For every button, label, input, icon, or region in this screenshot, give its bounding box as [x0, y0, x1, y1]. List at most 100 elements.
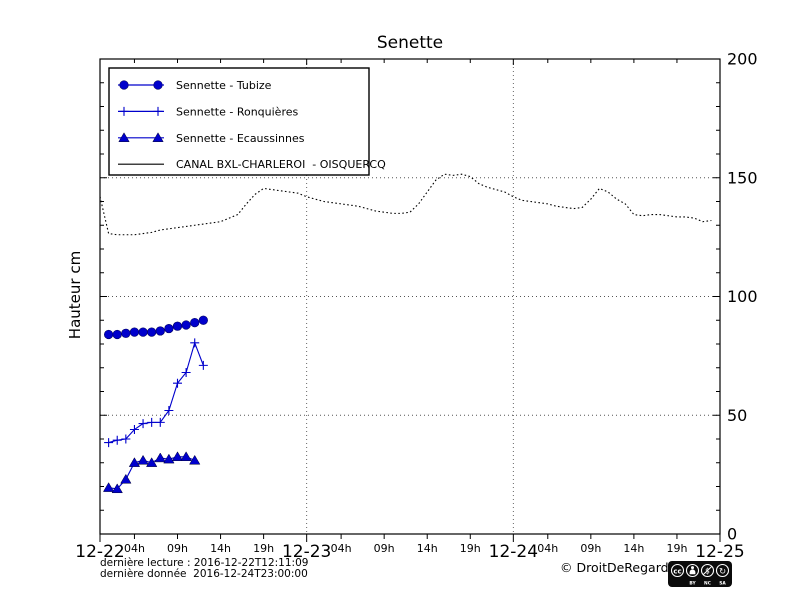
marker-circle — [181, 320, 191, 330]
x-tick-date-label: 12-22 — [75, 542, 124, 562]
marker-plus — [181, 368, 191, 377]
x-tick-date-label: 12-24 — [489, 542, 538, 562]
cc-nc-icon — [700, 563, 715, 578]
marker-plus — [129, 425, 139, 434]
marker-circle — [112, 329, 122, 340]
cc-sa-arrow: ↻ — [719, 567, 726, 577]
marker-circle — [147, 327, 157, 337]
marker-triangle — [111, 483, 123, 494]
cc-icon — [670, 563, 685, 578]
x-tick-hour-label: 09h — [580, 542, 601, 555]
marker-circle — [104, 329, 114, 340]
footer-copyright: © DroitDeRegard.be — [560, 560, 688, 575]
marker-triangle — [171, 451, 184, 461]
x-tick-hour-label: 14h — [417, 542, 438, 555]
marker-triangle — [137, 454, 149, 465]
marker-triangle — [118, 132, 130, 142]
chart-title: Senette — [377, 33, 443, 53]
marker-plus — [173, 378, 182, 388]
cc-by-person-body — [689, 569, 696, 575]
marker-plus — [155, 417, 165, 427]
marker-circle — [119, 80, 129, 90]
marker-triangle — [120, 473, 132, 484]
marker-triangle — [189, 454, 201, 465]
series-sennette-ecaussinnes — [102, 451, 201, 494]
x-tick-hour-label: 19h — [253, 542, 274, 555]
marker-triangle — [128, 457, 141, 467]
x-tick-hour-label: 04h — [124, 542, 145, 555]
cc-by-icon — [685, 563, 700, 578]
marker-circle — [129, 327, 140, 337]
marker-plus — [198, 360, 208, 370]
marker-circle — [121, 328, 131, 338]
marker-circle — [164, 323, 174, 334]
legend-entry: Sennette - Ronquières — [118, 105, 298, 118]
marker-circle — [138, 327, 148, 337]
marker-triangle — [102, 482, 115, 492]
marker-plus — [147, 417, 157, 427]
footer-last-reading: dernière lecture : 2016-12-22T12:11:09 — [100, 557, 308, 569]
series-sennette-tubize — [104, 315, 208, 340]
marker-triangle — [163, 453, 175, 464]
marker-plus — [164, 406, 174, 415]
cc-license-badge: cc $ ↻ BY NC SA — [668, 561, 732, 587]
legend-label: CANAL BXL-CHARLEROI - OISQUERCQ — [176, 158, 386, 171]
x-tick-hour-label: 09h — [374, 542, 395, 555]
legend-frame — [108, 67, 370, 176]
cc-nc-slash — [702, 566, 713, 575]
cc-by-person-head — [691, 566, 694, 570]
legend-label: Sennette - Ecaussinnes — [176, 132, 305, 145]
y-tick-label: 200 — [727, 50, 758, 69]
cc-sa-label: SA — [719, 581, 726, 587]
x-tick-date-label: 12-23 — [282, 542, 331, 562]
legend-label: Sennette - Ronquières — [176, 105, 298, 118]
marker-circle — [198, 315, 208, 325]
marker-circle — [153, 80, 163, 90]
y-tick-label: 100 — [727, 287, 758, 306]
marker-circle — [190, 318, 200, 328]
marker-plus — [119, 106, 129, 116]
x-tick-hour-label: 19h — [460, 542, 481, 555]
marker-plus — [104, 438, 114, 448]
x-tick-hour-label: 04h — [537, 542, 558, 555]
legend-entry: CANAL BXL-CHARLEROI - OISQUERCQ — [118, 158, 386, 171]
cc-sa-icon — [715, 563, 730, 578]
cc-badge-background — [668, 561, 732, 587]
series-canal-bxl-charleroi-oisquercq — [99, 173, 712, 236]
cc-nc-label: NC — [704, 581, 711, 587]
marker-triangle — [180, 451, 192, 461]
marker-plus — [153, 106, 163, 116]
legend-entry: Sennette - Tubize — [118, 79, 272, 92]
footer-last-data: dernière donnée 2016-12-24T23:00:00 — [100, 568, 308, 580]
marker-triangle — [152, 132, 164, 142]
marker-circle — [172, 321, 183, 331]
marker-plus — [138, 419, 148, 429]
x-tick-hour-label: 14h — [210, 542, 231, 555]
marker-plus — [190, 338, 200, 348]
y-tick-label: 150 — [727, 168, 758, 187]
x-tick-date-label: 12-25 — [695, 542, 744, 562]
y-tick-label: 0 — [727, 525, 737, 544]
x-tick-hour-label: 09h — [167, 542, 188, 555]
cc-by-label: BY — [689, 581, 696, 587]
marker-plus — [112, 435, 122, 445]
marker-triangle — [146, 457, 158, 467]
legend-label: Sennette - Tubize — [176, 79, 272, 92]
y-axis-label: Hauteur cm — [66, 251, 84, 339]
marker-circle — [155, 326, 165, 336]
x-tick-hour-label: 14h — [623, 542, 644, 555]
plot-area: 04h 09h 14h 19h 04h 09h 14h 19h 04h 09h 14h 19h 12-2… — [75, 50, 757, 563]
x-tick-hour-label: 19h — [666, 542, 687, 555]
x-tick-hour-label: 04h — [331, 542, 352, 555]
series-line — [108, 341, 204, 444]
series-line — [99, 173, 712, 236]
y-tick-label: 50 — [727, 406, 747, 425]
marker-plus — [121, 434, 131, 444]
series-sennette-ronqui-res — [104, 338, 208, 448]
legend-entry: Sennette - Ecaussinnes — [118, 132, 305, 145]
legend-box: Sennette - Tubize Sennette - Ronquières Se… — [108, 67, 386, 176]
marker-triangle — [154, 452, 166, 463]
cc-icon-label: cc — [673, 567, 681, 575]
